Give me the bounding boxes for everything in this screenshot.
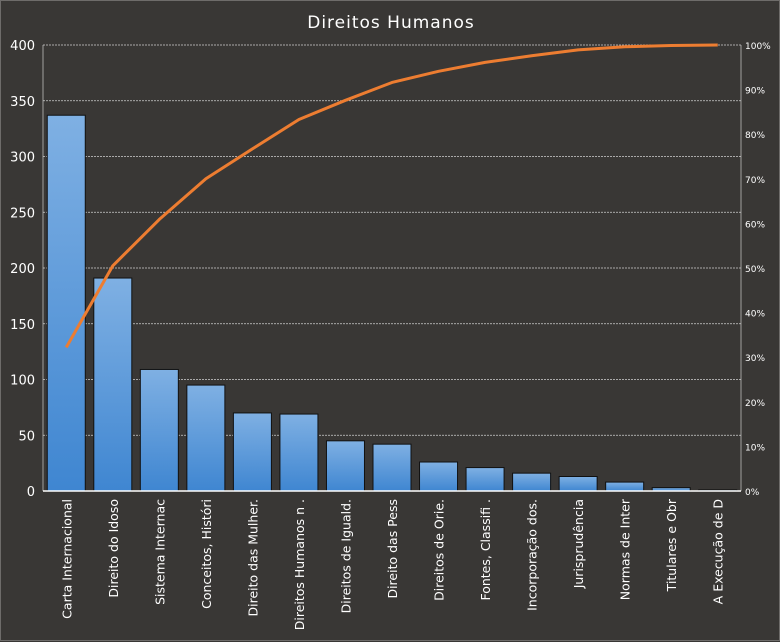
x-tick-label: Conceitos, Históri	[199, 499, 214, 609]
y2-tick-label: 80%	[745, 131, 765, 141]
y2-tick-label: 60%	[745, 220, 765, 230]
y-tick-label: 400	[10, 39, 35, 54]
chart-title: Direitos Humanos	[307, 13, 475, 33]
y2-tick-label: 40%	[745, 310, 765, 320]
y-tick-label: 50	[18, 429, 35, 444]
bar	[419, 461, 459, 492]
x-tick-label: Titulares e Obr	[664, 498, 679, 592]
y-tick-label: 150	[10, 318, 35, 333]
x-tick-label: Carta Internacional	[59, 499, 74, 619]
x-tick-label: Sistema Internac	[152, 499, 167, 605]
bar	[558, 476, 598, 492]
y2-tick-label: 0%	[745, 488, 760, 498]
y2-tick-label: 30%	[745, 354, 765, 364]
bar	[232, 412, 272, 492]
bar	[325, 440, 365, 492]
bar	[139, 368, 179, 492]
bar	[372, 443, 412, 492]
x-tick-label: Incorporação dos.	[525, 499, 540, 611]
y2-tick-label: 70%	[745, 176, 765, 186]
y-tick-label: 200	[10, 262, 35, 277]
bar	[186, 384, 226, 492]
x-tick-label: Jurisprudência	[571, 499, 586, 589]
x-tick-label: A Execução de D	[711, 499, 726, 604]
y2-tick-label: 10%	[745, 443, 765, 453]
y-tick-label: 100	[10, 374, 35, 389]
y2-tick-label: 100%	[745, 42, 771, 52]
bar	[512, 472, 552, 492]
bar	[46, 114, 86, 492]
y2-tick-label: 90%	[745, 87, 765, 97]
x-tick-label: Fontes, Classifi .	[478, 499, 493, 601]
y2-tick-label: 50%	[745, 265, 765, 275]
x-tick-label: Direito do Idoso	[106, 499, 121, 598]
x-tick-label: Direitos Humanos n .	[292, 499, 307, 630]
x-tick-label: Direitos de Iguald.	[338, 499, 353, 613]
bar	[279, 413, 319, 492]
x-tick-label: Direito das Mulher.	[245, 499, 260, 617]
cumulative-line	[64, 43, 718, 349]
x-tick-label: Direito das Pess	[385, 499, 400, 599]
x-tick-label: Direitos de Orie.	[432, 499, 447, 601]
y-tick-label: 350	[10, 95, 35, 110]
bar	[605, 481, 645, 492]
x-tick-label: Normas de Inter	[618, 498, 633, 600]
y-tick-label: 300	[10, 151, 35, 166]
bar	[465, 467, 505, 492]
y2-tick-label: 20%	[745, 399, 765, 409]
y-tick-label: 250	[10, 206, 35, 221]
bar	[93, 277, 133, 492]
y-tick-label: 0	[27, 485, 35, 500]
